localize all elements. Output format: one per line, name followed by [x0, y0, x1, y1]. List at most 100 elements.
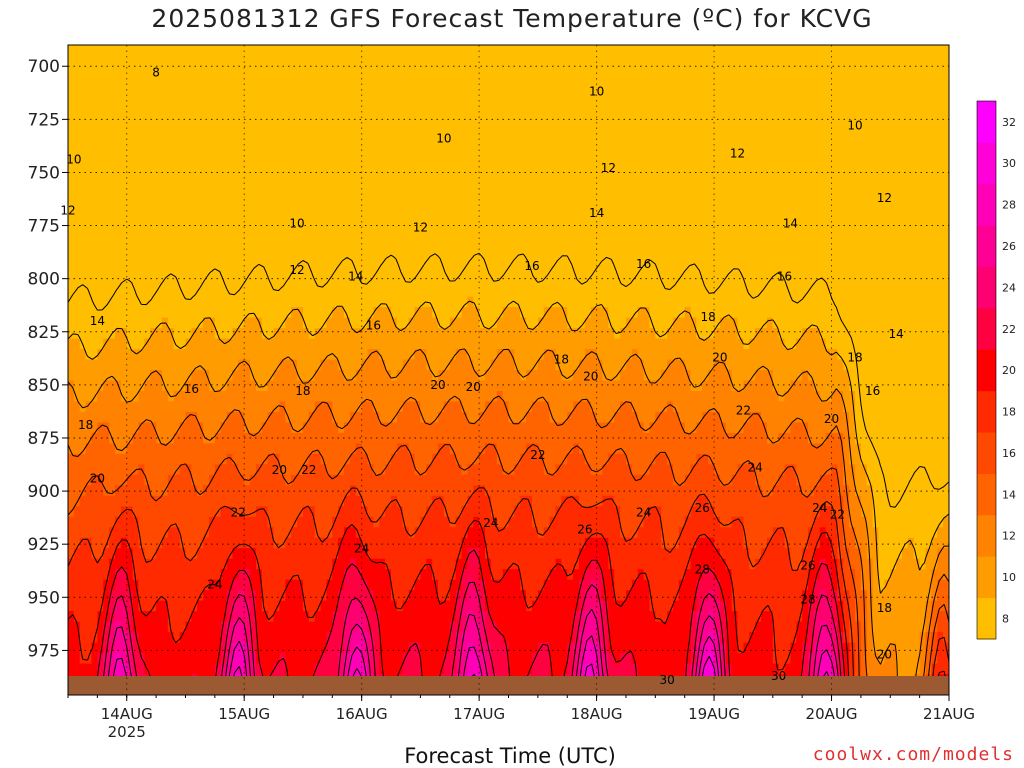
heat-cell	[420, 390, 427, 403]
heat-cell	[308, 380, 316, 392]
heat-cell	[91, 76, 98, 88]
heat-cell	[302, 653, 310, 665]
heat-cell	[173, 97, 181, 109]
heat-cell	[455, 422, 463, 434]
heat-cell	[244, 506, 251, 518]
heat-cell	[138, 170, 145, 182]
heat-cell	[185, 55, 192, 67]
heat-cell	[526, 265, 533, 277]
heat-cell	[226, 233, 234, 245]
heat-cell	[461, 233, 468, 245]
heat-cell	[120, 212, 128, 224]
heat-cell	[496, 286, 504, 298]
heat-cell	[255, 328, 263, 340]
heat-cell	[68, 600, 75, 612]
heat-cell	[391, 380, 398, 392]
heat-cell	[156, 107, 163, 119]
heat-cell	[126, 632, 134, 644]
heat-cell	[167, 621, 175, 633]
heat-cell	[244, 527, 251, 539]
heat-cell	[314, 663, 322, 675]
heat-cell	[496, 569, 504, 581]
heat-cell	[531, 349, 539, 361]
heat-cell	[461, 401, 468, 413]
heat-cell	[267, 621, 275, 633]
heat-cell	[232, 464, 239, 476]
heat-cell	[85, 548, 93, 560]
heat-cell	[467, 642, 474, 654]
heat-cell	[502, 443, 510, 455]
heat-cell	[408, 600, 416, 612]
heat-cell	[144, 86, 151, 99]
heat-cell	[361, 558, 369, 570]
heat-cell	[179, 118, 187, 130]
heat-cell	[244, 307, 251, 319]
heat-cell	[502, 495, 510, 507]
heat-cell	[79, 170, 87, 182]
heat-cell	[179, 558, 187, 570]
heat-cell	[103, 579, 110, 591]
heat-cell	[261, 495, 269, 507]
heat-cell	[514, 558, 521, 570]
heat-cell	[220, 97, 228, 109]
heat-cell	[197, 653, 204, 665]
heat-cell	[297, 632, 304, 644]
heat-cell	[344, 359, 351, 371]
heat-cell	[355, 128, 363, 140]
heat-cell	[68, 45, 75, 57]
heat-cell	[214, 202, 222, 214]
heat-cell	[103, 328, 110, 340]
heat-cell	[73, 642, 81, 654]
heat-cell	[355, 181, 363, 193]
heat-cell	[191, 139, 198, 151]
heat-cell	[396, 380, 404, 392]
heat-cell	[150, 506, 157, 518]
heat-cell	[161, 170, 169, 182]
heat-cell	[496, 65, 504, 78]
heat-cell	[120, 128, 128, 140]
heat-cell	[449, 286, 457, 298]
heat-cell	[420, 107, 427, 119]
heat-cell	[161, 590, 169, 602]
heat-cell	[426, 86, 433, 99]
heat-cell	[485, 569, 492, 581]
heat-cell	[508, 97, 515, 109]
heat-cell	[132, 506, 140, 518]
heat-cell	[132, 516, 140, 528]
heat-cell	[361, 45, 369, 57]
heat-cell	[167, 107, 175, 119]
heat-cell	[226, 600, 234, 612]
heat-cell	[232, 411, 239, 424]
heat-cell	[138, 611, 145, 623]
heat-cell	[455, 65, 463, 78]
heat-cell	[250, 380, 257, 392]
heat-cell	[496, 411, 504, 424]
heat-cell	[496, 202, 504, 214]
heat-cell	[91, 527, 98, 539]
heat-cell	[373, 328, 380, 340]
heat-cell	[267, 548, 275, 560]
heat-cell	[203, 212, 210, 224]
heat-cell	[161, 569, 169, 581]
heat-cell	[114, 202, 122, 214]
heat-cell	[496, 642, 504, 654]
heat-cell	[514, 170, 521, 182]
heat-cell	[161, 642, 169, 654]
heat-cell	[144, 107, 151, 119]
heat-cell	[473, 307, 480, 319]
heat-cell	[391, 495, 398, 507]
heat-cell	[214, 118, 222, 130]
heat-cell	[449, 160, 457, 172]
heat-cell	[173, 286, 181, 298]
heat-cell	[85, 390, 93, 403]
heat-cell	[244, 453, 251, 465]
heat-cell	[250, 527, 257, 539]
heat-cell	[85, 338, 93, 350]
heat-cell	[126, 590, 134, 602]
heat-cell	[455, 569, 463, 581]
heat-cell	[73, 516, 81, 528]
heat-cell	[461, 569, 468, 581]
heat-cell	[279, 212, 286, 224]
heat-cell	[314, 558, 322, 570]
heat-cell	[173, 212, 181, 224]
